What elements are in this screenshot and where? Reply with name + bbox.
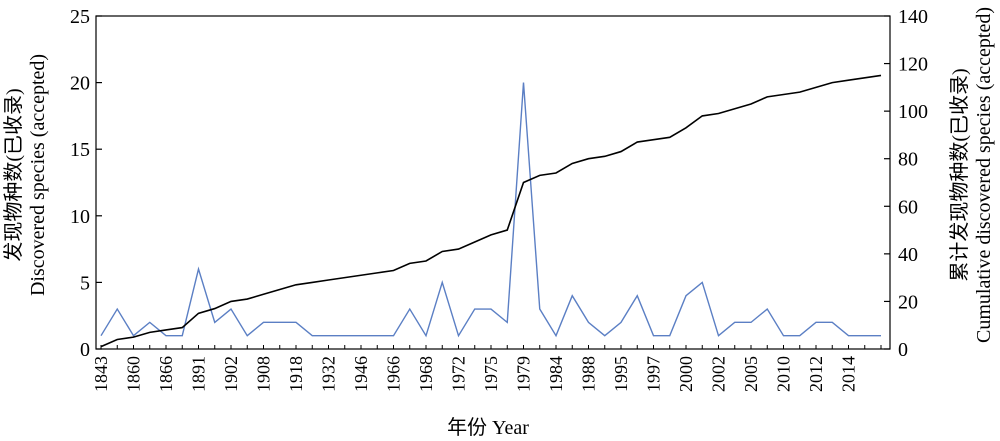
left-y-tick-label: 15: [70, 139, 90, 161]
x-tick-label: 1979: [514, 356, 534, 392]
x-tick-label: 1932: [319, 356, 339, 392]
x-tick-label: 2002: [709, 356, 729, 392]
series-layer: [100, 74, 882, 348]
right-y-tick-label: 60: [898, 196, 918, 218]
x-tick-label: 2010: [774, 356, 794, 392]
left-y-tick-label: 10: [70, 206, 90, 228]
right-y-axis-label-line2: Cumulative discovered species (accepted): [973, 7, 995, 343]
left-y-tick-label: 0: [80, 339, 90, 361]
x-tick-label: 1902: [221, 356, 241, 392]
x-tick-label: 1843: [91, 356, 111, 392]
right-y-axis-label-line1: 累计发现物种数(已收录): [948, 68, 971, 281]
right-y-tick-label: 80: [898, 149, 918, 171]
x-tick-label: 2014: [839, 356, 859, 392]
x-axis-label: 年份 Year: [447, 416, 529, 439]
right-y-tick-label: 120: [898, 54, 928, 76]
left-y-tick-label: 25: [70, 6, 90, 28]
left-y-axis-label-line1: 发现物种数(已收录): [2, 88, 25, 261]
plot-border: [95, 15, 891, 350]
x-tick-label: 1975: [481, 356, 501, 392]
x-tick-label: 1918: [286, 356, 306, 392]
x-tick-label: 1984: [546, 356, 566, 392]
right-y-tick-label: 100: [898, 101, 928, 123]
left-y-axis-label: 发现物种数(已收录) Discovered species (accepted): [2, 54, 49, 296]
x-tick-label: 1866: [156, 356, 176, 392]
x-tick-label: 1988: [579, 356, 599, 392]
right-y-tick-label: 40: [898, 244, 918, 266]
x-tick-label: 1968: [416, 356, 436, 392]
x-tick-label: 2000: [676, 356, 696, 392]
x-tick-label: 1860: [124, 356, 144, 392]
left-y-axis-label-line2: Discovered species (accepted): [27, 54, 49, 296]
x-tick-label: 1891: [189, 356, 209, 392]
x-tick-label: 1972: [449, 356, 469, 392]
x-tick-label: 1908: [254, 356, 274, 392]
right-y-axis: 0 20 40 60 80 100 120 140: [884, 6, 928, 361]
right-y-axis-label: 累计发现物种数(已收录) Cumulative discovered speci…: [948, 7, 995, 343]
plot-frame: [95, 15, 891, 350]
x-tick-label: 1966: [384, 356, 404, 392]
left-y-tick-label: 5: [80, 272, 90, 294]
right-y-tick-label: 20: [898, 291, 918, 313]
left-y-axis: 0 5 10 15 20 25: [70, 6, 102, 361]
x-tick-label: 1997: [644, 356, 664, 392]
x-tick-label: 2005: [741, 356, 761, 392]
discovered-species-line: [100, 82, 881, 338]
cumulative-species-line: [100, 74, 882, 348]
right-y-tick-label: 140: [898, 6, 928, 28]
x-axis: 1843 1860 1866 1891 1902 1908 1918 1932 1946 1966…: [91, 345, 882, 392]
x-tick-label: 1946: [351, 356, 371, 392]
left-y-tick-label: 20: [70, 73, 90, 95]
x-tick-label: 1995: [611, 356, 631, 392]
x-tick-label: 2012: [806, 356, 826, 392]
right-y-tick-label: 0: [898, 339, 908, 361]
